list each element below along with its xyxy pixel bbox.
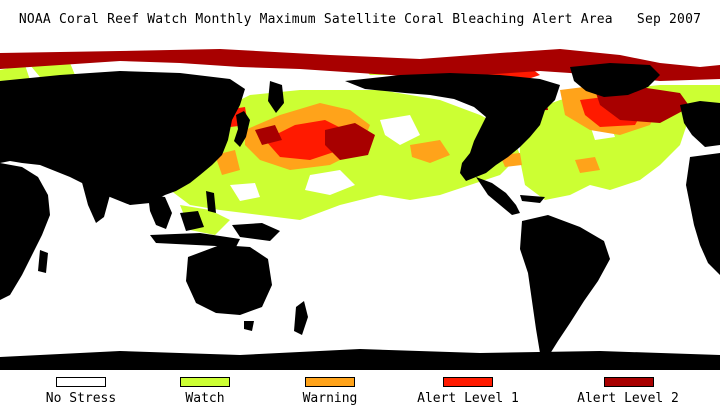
land-north-america — [345, 73, 560, 181]
land-masses — [0, 63, 720, 370]
land-japan — [234, 111, 250, 147]
land-africa-east — [686, 153, 720, 275]
date-text: Sep 2007 — [636, 12, 702, 27]
land-europe-west — [680, 101, 720, 147]
land-eurasia — [0, 71, 245, 205]
land-borneo — [180, 211, 204, 231]
legend: No Stress Watch Warning Alert Level 1 Al… — [0, 374, 720, 411]
land-india — [80, 175, 110, 223]
legend-label-warning: Warning — [302, 391, 358, 406]
legend-swatch-alert1 — [443, 377, 493, 387]
land-greenland — [570, 63, 660, 97]
land-caribbean — [520, 195, 545, 203]
legend-swatch-no-stress — [56, 377, 106, 387]
title-text: NOAA Coral Reef Watch Monthly Maximum Sa… — [18, 12, 613, 27]
legend-label-alert2: Alert Level 2 — [577, 391, 679, 406]
legend-swatch-warning — [305, 377, 355, 387]
legend-label-alert1: Alert Level 1 — [417, 391, 519, 406]
legend-label-watch: Watch — [185, 391, 225, 406]
map-title: NOAA Coral Reef Watch Monthly Maximum Sa… — [0, 12, 720, 27]
land-africa — [0, 163, 50, 300]
land-philippines — [206, 191, 216, 213]
land-new-guinea — [232, 223, 280, 241]
land-kamchatka — [268, 81, 284, 113]
land-south-america — [520, 215, 610, 357]
land-antarctica — [0, 349, 720, 370]
land-madagascar — [38, 250, 48, 273]
legend-label-no-stress: No Stress — [45, 391, 117, 406]
land-indonesia — [150, 233, 240, 247]
legend-swatch-watch — [180, 377, 230, 387]
legend-swatch-alert2 — [604, 377, 654, 387]
land-australia — [186, 245, 272, 315]
land-tasmania — [244, 321, 254, 331]
alert-area-map — [0, 45, 720, 370]
land-central-america — [476, 177, 520, 215]
land-se-asia — [148, 195, 172, 229]
land-new-zealand — [294, 301, 308, 335]
